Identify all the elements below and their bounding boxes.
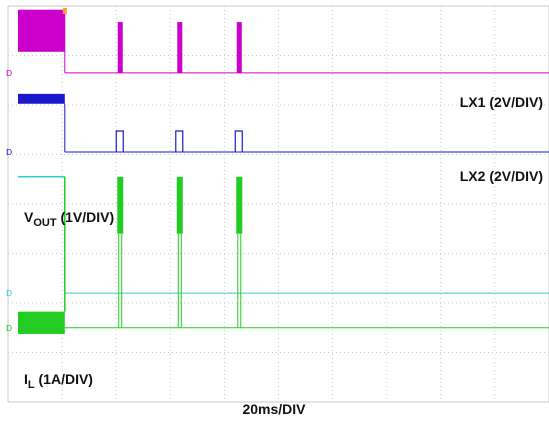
il-label-subscript: L — [28, 379, 35, 391]
channel-marker: D — [6, 324, 12, 333]
lx2-pulse — [115, 130, 124, 153]
il-burst — [176, 176, 183, 234]
channel-marker: D — [6, 148, 12, 157]
lx2-pulse — [234, 130, 243, 153]
il-switching-band — [18, 311, 65, 334]
lx1-switching-band — [18, 9, 65, 52]
il-burst-tail — [118, 233, 123, 328]
channel-markers: D D D D — [6, 8, 67, 333]
il-burst — [236, 176, 243, 234]
vout-label-subscript: OUT — [33, 217, 57, 229]
series-label-vout: VOUT (1V/DIV) — [24, 209, 114, 229]
lx1-burst — [117, 22, 123, 73]
lx1-burst — [236, 22, 242, 73]
channel-marker: D — [6, 289, 12, 298]
vout-label-rest: (1V/DIV) — [57, 209, 115, 225]
scope-grid — [7, 5, 549, 403]
series-label-il: IL (1A/DIV) — [24, 371, 93, 391]
lx2-pulse — [175, 130, 184, 153]
trigger-marker — [62, 8, 67, 14]
x-axis-label: 20ms/DIV — [242, 401, 306, 417]
il-label-rest: (1A/DIV) — [35, 371, 93, 387]
lx2-switching-band — [18, 93, 65, 104]
il-label-main: I — [24, 371, 28, 387]
il-burst-tail — [237, 233, 242, 328]
il-burst-tail — [177, 233, 182, 328]
vout-label-main: V — [24, 209, 34, 225]
channel-marker: D — [6, 69, 12, 78]
lx1-burst — [177, 22, 183, 73]
il-burst — [117, 176, 124, 234]
series-label-lx2: LX2 (2V/DIV) — [460, 168, 543, 184]
series-label-lx1: LX1 (2V/DIV) — [460, 94, 543, 110]
scope-traces — [18, 9, 549, 334]
